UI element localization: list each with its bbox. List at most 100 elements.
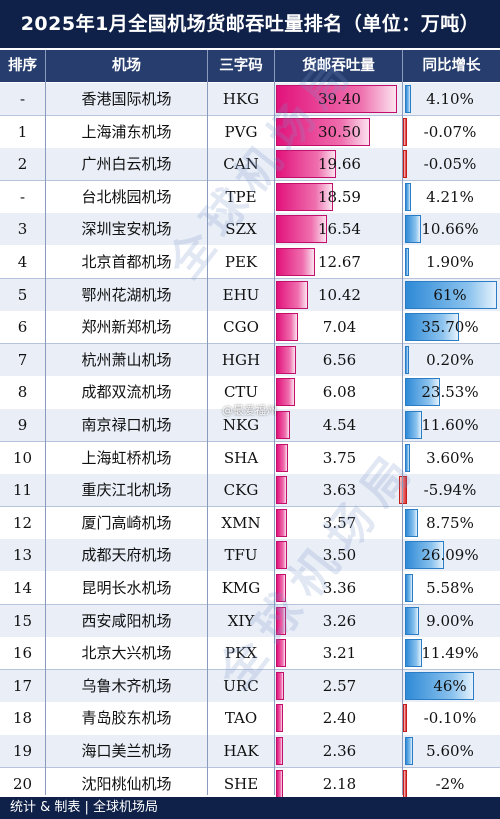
airport-name-cell: 海口美兰机场 xyxy=(81,742,172,760)
growth-bar-negative xyxy=(399,476,407,505)
airport-name-cell: 郑州新郑机场 xyxy=(81,318,172,337)
airport-name-cell: 北京首都机场 xyxy=(81,253,172,271)
table-row: 12 厦门高崎机场 XMN 3.57 8.75% xyxy=(0,506,500,539)
growth-bar-positive xyxy=(405,508,419,537)
growth-value: 11.49% xyxy=(421,644,479,663)
iata-code-cell: HKG xyxy=(222,90,260,108)
table-row: 9 南京禄口机场 NKG 4.54 11.60% xyxy=(0,409,500,441)
footer-credit: 统计 & 制表 | 全球机场局 xyxy=(0,797,500,819)
growth-bar-positive xyxy=(405,443,411,472)
growth-bar-positive xyxy=(405,671,475,700)
growth-bar-positive xyxy=(405,606,419,635)
growth-value: 9.00% xyxy=(426,611,474,630)
growth-bar-positive xyxy=(405,574,414,602)
rank-cell: 11 xyxy=(12,481,33,500)
volume-bar xyxy=(276,345,297,374)
volume-bar xyxy=(276,411,290,439)
airport-name-cell: 上海浦东机场 xyxy=(81,122,172,141)
table-row: 6 郑州新郑机场 CGO 7.04 35.70% xyxy=(0,311,500,344)
iata-code-cell: PEK xyxy=(224,253,258,271)
growth-value: 0.20% xyxy=(426,350,474,369)
airport-name-cell: 上海虹桥机场 xyxy=(81,448,172,467)
rank-cell: 5 xyxy=(17,285,28,304)
rank-cell: 17 xyxy=(12,676,33,695)
table-row: 14 昆明长水机场 KMG 3.36 5.58% xyxy=(0,572,500,604)
volume-value: 7.04 xyxy=(322,318,357,337)
volume-bar xyxy=(276,378,295,407)
volume-value: 3.75 xyxy=(322,448,357,467)
volume-bar xyxy=(276,704,284,733)
volume-value: 39.40 xyxy=(318,90,361,108)
airport-name-cell: 重庆江北机场 xyxy=(81,481,172,500)
growth-value: 4.21% xyxy=(426,187,474,206)
growth-value: -2% xyxy=(435,774,465,793)
iata-code-cell: XIY xyxy=(227,611,255,630)
volume-bar xyxy=(276,671,284,700)
header-rank: 排序 xyxy=(0,50,45,82)
volume-value: 19.66 xyxy=(318,155,361,174)
volume-value: 3.63 xyxy=(322,481,357,500)
table-row: 4 北京首都机场 PEK 12.67 1.90% xyxy=(0,246,500,278)
volume-bar xyxy=(276,508,287,537)
airport-name-cell: 厦门高崎机场 xyxy=(81,513,172,532)
volume-bar xyxy=(276,150,337,179)
growth-bar-negative xyxy=(403,150,407,179)
header-volume: 货邮吞吐量 xyxy=(275,50,402,82)
iata-code-cell: XMN xyxy=(221,513,261,532)
volume-value: 2.57 xyxy=(322,676,357,695)
column-divider xyxy=(207,50,208,795)
volume-value: 3.26 xyxy=(322,611,357,630)
volume-value: 3.50 xyxy=(322,546,357,565)
rank-cell: 14 xyxy=(12,579,33,597)
airport-name-cell: 杭州萧山机场 xyxy=(81,350,172,369)
volume-bar xyxy=(276,248,315,276)
rank-cell: - xyxy=(19,187,26,206)
volume-value: 18.59 xyxy=(318,187,361,206)
table-row: 11 重庆江北机场 CKG 3.63 -5.94% xyxy=(0,474,500,507)
rank-cell: 10 xyxy=(12,448,33,467)
rank-cell: 15 xyxy=(12,611,33,630)
iata-code-cell: HGH xyxy=(221,350,261,369)
iata-code-cell: NKG xyxy=(222,416,260,434)
iata-code-cell: SHA xyxy=(223,448,259,467)
volume-value: 10.42 xyxy=(318,285,361,304)
table-row: 17 乌鲁木齐机场 URC 2.57 46% xyxy=(0,669,500,702)
growth-value: 61% xyxy=(433,285,467,304)
airport-name-cell: 台北桃园机场 xyxy=(81,187,172,206)
iata-code-cell: CAN xyxy=(223,155,259,174)
growth-bar-positive xyxy=(405,248,409,276)
volume-value: 2.36 xyxy=(322,742,357,760)
volume-bar xyxy=(276,85,397,113)
iata-code-cell: PVG xyxy=(224,122,258,141)
volume-bar xyxy=(276,476,288,505)
volume-bar xyxy=(276,639,286,668)
volume-bar xyxy=(276,606,286,635)
rank-cell: 18 xyxy=(12,709,33,728)
table-row: 13 成都天府机场 TFU 3.50 26.09% xyxy=(0,539,500,572)
volume-value: 6.56 xyxy=(322,350,357,369)
volume-value: 12.67 xyxy=(318,253,361,271)
volume-bar xyxy=(276,280,308,309)
volume-value: 6.08 xyxy=(322,383,357,402)
volume-value: 2.18 xyxy=(322,774,357,793)
growth-bar-positive xyxy=(405,313,459,342)
table-row: 7 杭州萧山机场 HGH 6.56 0.20% xyxy=(0,343,500,376)
volume-bar xyxy=(276,215,327,244)
volume-value: 30.50 xyxy=(318,122,361,141)
airport-name-cell: 北京大兴机场 xyxy=(81,644,172,663)
growth-value: -0.10% xyxy=(423,709,477,728)
header-growth: 同比增长 xyxy=(403,50,500,82)
volume-bar xyxy=(276,737,284,765)
airport-name-cell: 成都天府机场 xyxy=(81,546,172,565)
column-divider xyxy=(274,50,275,795)
growth-value: 1.90% xyxy=(426,253,474,271)
growth-value: -0.05% xyxy=(423,155,477,174)
rank-cell: 2 xyxy=(17,155,28,174)
airport-name-cell: 南京禄口机场 xyxy=(81,416,172,434)
volume-bar xyxy=(276,541,287,570)
header-code: 三字码 xyxy=(208,50,274,82)
rank-cell: 13 xyxy=(12,546,33,565)
growth-bar-positive xyxy=(405,737,414,765)
volume-value: 4.54 xyxy=(322,416,357,434)
iata-code-cell: PKX xyxy=(225,644,257,663)
